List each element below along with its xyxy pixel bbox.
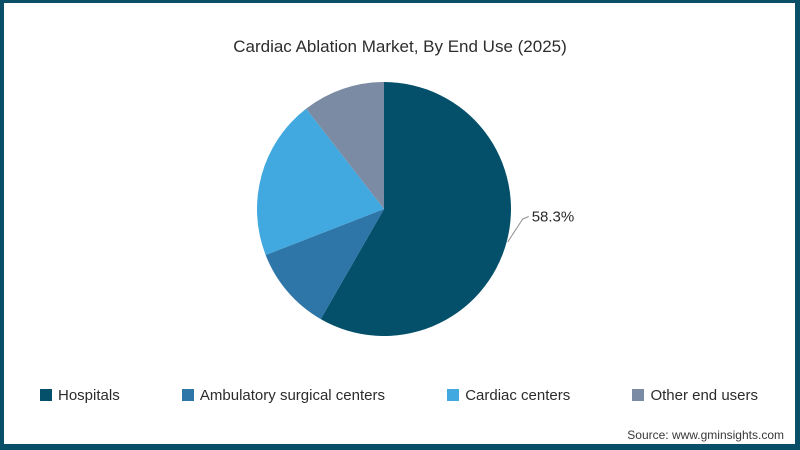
legend-label-ambulatory-surgical-centers: Ambulatory surgical centers xyxy=(199,386,385,404)
pie-slice-other-end-users xyxy=(306,82,384,209)
pie-slice-cardiac-centers xyxy=(257,108,384,256)
callout-leader-line xyxy=(507,216,529,243)
legend-swatch-hospitals xyxy=(40,389,52,401)
chart-title: Cardiac Ablation Market, By End Use (202… xyxy=(233,37,567,56)
legend-item-cardiac-centers: Cardiac centers xyxy=(447,387,570,404)
legend-item-hospitals: Hospitals xyxy=(40,387,120,404)
legend-swatch-cardiac-centers xyxy=(447,389,460,401)
legend-label-hospitals: Hospitals xyxy=(58,386,120,404)
pie-slice-ambulatory-surgical-centers xyxy=(265,209,384,320)
legend-label-other-end-users: Other end users xyxy=(650,386,758,404)
legend-item-ambulatory-surgical-centers: Ambulatory surgical centers xyxy=(181,386,385,404)
legend: Hospitals Ambulatory surgical centers Ca… xyxy=(40,383,758,407)
source-attribution: Source: www.gminsights.com xyxy=(627,428,784,442)
legend-label-cardiac-centers: Cardiac centers xyxy=(465,386,571,404)
legend-swatch-other-end-users xyxy=(632,389,645,401)
legend-swatch-ambulatory-surgical-centers xyxy=(181,389,194,401)
callout-value-label: 58.3% xyxy=(532,209,575,226)
pie-slice-hospitals xyxy=(320,82,511,336)
legend-item-other-end-users: Other end users xyxy=(632,387,758,404)
